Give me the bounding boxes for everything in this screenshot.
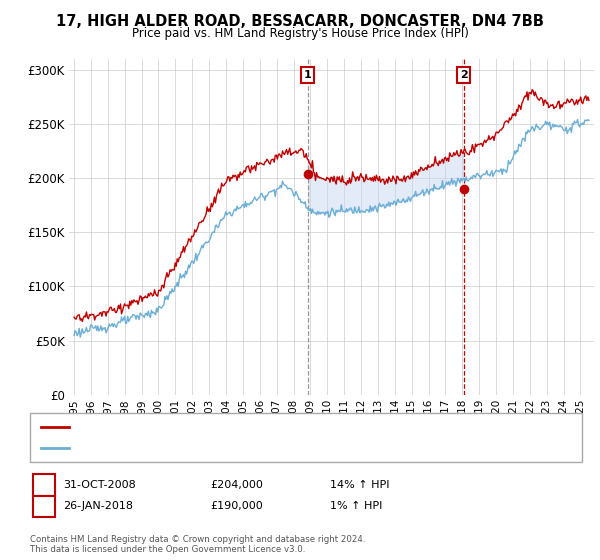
Text: 17, HIGH ALDER ROAD, BESSACARR, DONCASTER, DN4 7BB: 17, HIGH ALDER ROAD, BESSACARR, DONCASTE… (56, 14, 544, 29)
Text: 17, HIGH ALDER ROAD, BESSACARR, DONCASTER, DN4 7BB (detached house): 17, HIGH ALDER ROAD, BESSACARR, DONCASTE… (73, 422, 480, 432)
Text: 31-OCT-2008: 31-OCT-2008 (63, 480, 136, 490)
Text: 1% ↑ HPI: 1% ↑ HPI (330, 501, 382, 511)
Text: HPI: Average price, detached house, Doncaster: HPI: Average price, detached house, Donc… (73, 443, 320, 453)
Text: 26-JAN-2018: 26-JAN-2018 (63, 501, 133, 511)
Text: £204,000: £204,000 (210, 480, 263, 490)
Text: Price paid vs. HM Land Registry's House Price Index (HPI): Price paid vs. HM Land Registry's House … (131, 27, 469, 40)
Text: 1: 1 (304, 70, 311, 80)
Text: 2: 2 (460, 70, 467, 80)
Text: £190,000: £190,000 (210, 501, 263, 511)
Text: Contains HM Land Registry data © Crown copyright and database right 2024.
This d: Contains HM Land Registry data © Crown c… (30, 535, 365, 554)
Text: 1: 1 (40, 478, 48, 492)
Text: 14% ↑ HPI: 14% ↑ HPI (330, 480, 389, 490)
Text: 2: 2 (40, 500, 48, 513)
